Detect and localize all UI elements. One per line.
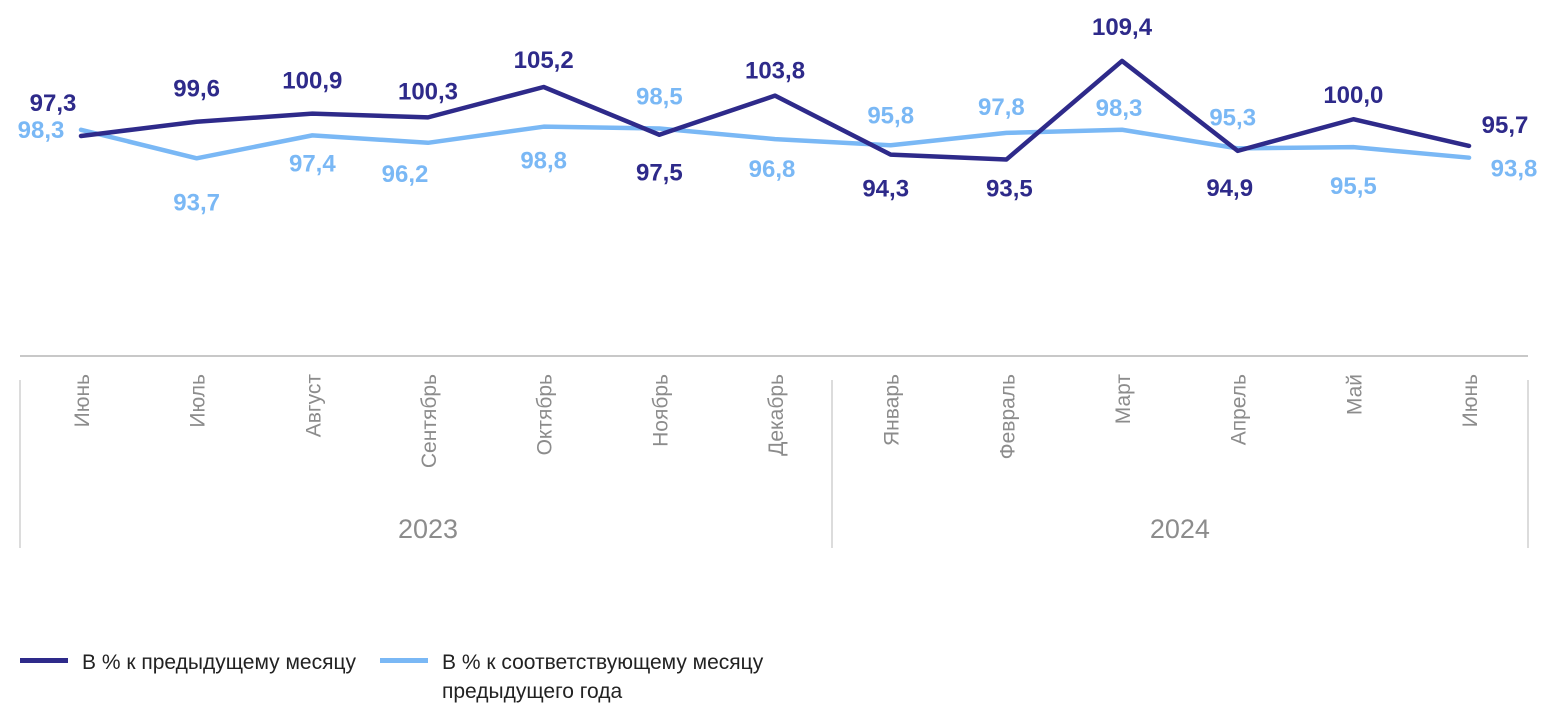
data-label-series-1: 100,3 xyxy=(398,78,458,105)
data-label-series-2: 98,5 xyxy=(636,84,683,111)
plot-area xyxy=(78,58,1472,162)
data-label-series-2: 96,8 xyxy=(749,156,796,183)
legend: В % к предыдущему месяцу В % к соответст… xyxy=(20,648,787,706)
legend-swatch-series-1 xyxy=(20,658,68,663)
legend-item-series-1: В % к предыдущему месяцу xyxy=(20,648,356,677)
legend-label-series-2-line-2: предыдущего года xyxy=(441,680,623,703)
axis-area: Июнь Июль Август Сентябрь Октябрь Ноябрь Декаб… xyxy=(19,355,1529,548)
x-tick-label: Июнь xyxy=(71,374,94,427)
x-tick-label: Июнь xyxy=(1459,374,1482,427)
x-tick-label: Январь xyxy=(881,374,904,446)
data-label-series-2: 95,5 xyxy=(1330,173,1377,200)
data-label-series-1: 103,8 xyxy=(745,58,805,85)
x-tick-label: Март xyxy=(1112,374,1135,425)
data-label-series-1: 93,5 xyxy=(986,176,1033,203)
x-tick-label: Июль xyxy=(187,374,210,428)
x-tick-label: Октябрь xyxy=(534,374,557,455)
line-chart: Июнь Июль Август Сентябрь Октябрь Ноябрь Декаб… xyxy=(18,14,1538,548)
data-label-series-1: 97,3 xyxy=(30,90,77,117)
x-group-label: 2024 xyxy=(1150,514,1210,544)
data-labels: 97,3 99,6 100,9 100,3 105,2 97,5 103,8 94,3 93,5… xyxy=(18,14,1538,216)
data-label-series-2: 95,8 xyxy=(867,102,914,129)
legend-label-series-2: В % к соответствующему месяцу предыдущег… xyxy=(442,648,763,706)
x-group-label: 2023 xyxy=(398,514,458,544)
legend-label-series-1: В % к предыдущему месяцу xyxy=(82,651,356,674)
x-tick-label: Август xyxy=(302,374,325,438)
legend-label-series-2-line-1: В % к соответствующему месяцу xyxy=(441,651,764,674)
data-label-series-2: 95,3 xyxy=(1209,104,1256,131)
data-label-series-1: 105,2 xyxy=(514,47,574,74)
legend-item-series-2: В % к соответствующему месяцу предыдущег… xyxy=(379,648,763,706)
x-tick-label: Декабрь xyxy=(765,374,788,456)
legend-swatch-series-2 xyxy=(379,658,428,663)
x-tick-label: Апрель xyxy=(1228,374,1251,445)
data-label-series-1: 100,9 xyxy=(282,68,342,95)
data-label-series-1: 97,5 xyxy=(636,160,683,187)
x-tick-label: Февраль xyxy=(996,374,1019,459)
data-label-series-1: 94,9 xyxy=(1206,175,1253,202)
data-label-series-2: 93,7 xyxy=(173,189,220,216)
data-label-series-1: 95,7 xyxy=(1482,112,1529,139)
data-label-series-1: 100,0 xyxy=(1323,82,1383,109)
data-label-series-2: 97,8 xyxy=(978,94,1025,121)
data-label-series-2: 98,8 xyxy=(520,148,567,175)
data-label-series-2: 93,8 xyxy=(1491,156,1538,183)
x-tick-label: Ноябрь xyxy=(649,374,672,447)
data-label-series-1: 94,3 xyxy=(862,176,909,203)
data-label-series-1: 109,4 xyxy=(1092,14,1153,41)
x-tick-label: Сентябрь xyxy=(418,374,441,468)
data-label-series-2: 98,3 xyxy=(1096,95,1143,122)
data-label-series-1: 99,6 xyxy=(173,76,220,103)
data-label-series-2: 96,2 xyxy=(382,161,429,188)
x-tick-label: Май xyxy=(1343,374,1366,415)
data-label-series-2: 98,3 xyxy=(18,117,65,144)
data-label-series-2: 97,4 xyxy=(289,150,336,177)
series-line-1 xyxy=(78,58,1472,162)
